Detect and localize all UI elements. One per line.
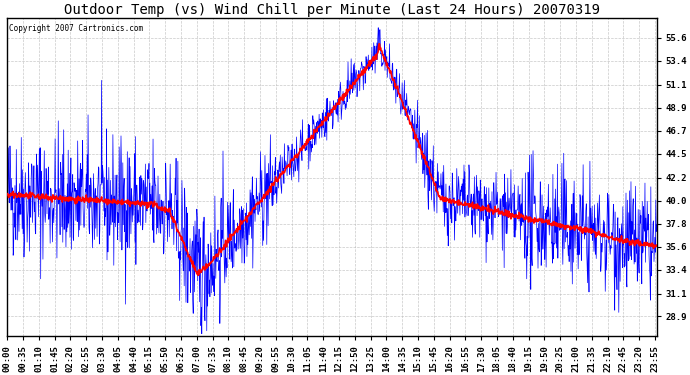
Title: Outdoor Temp (vs) Wind Chill per Minute (Last 24 Hours) 20070319: Outdoor Temp (vs) Wind Chill per Minute … bbox=[64, 3, 600, 17]
Text: Copyright 2007 Cartronics.com: Copyright 2007 Cartronics.com bbox=[8, 24, 143, 33]
